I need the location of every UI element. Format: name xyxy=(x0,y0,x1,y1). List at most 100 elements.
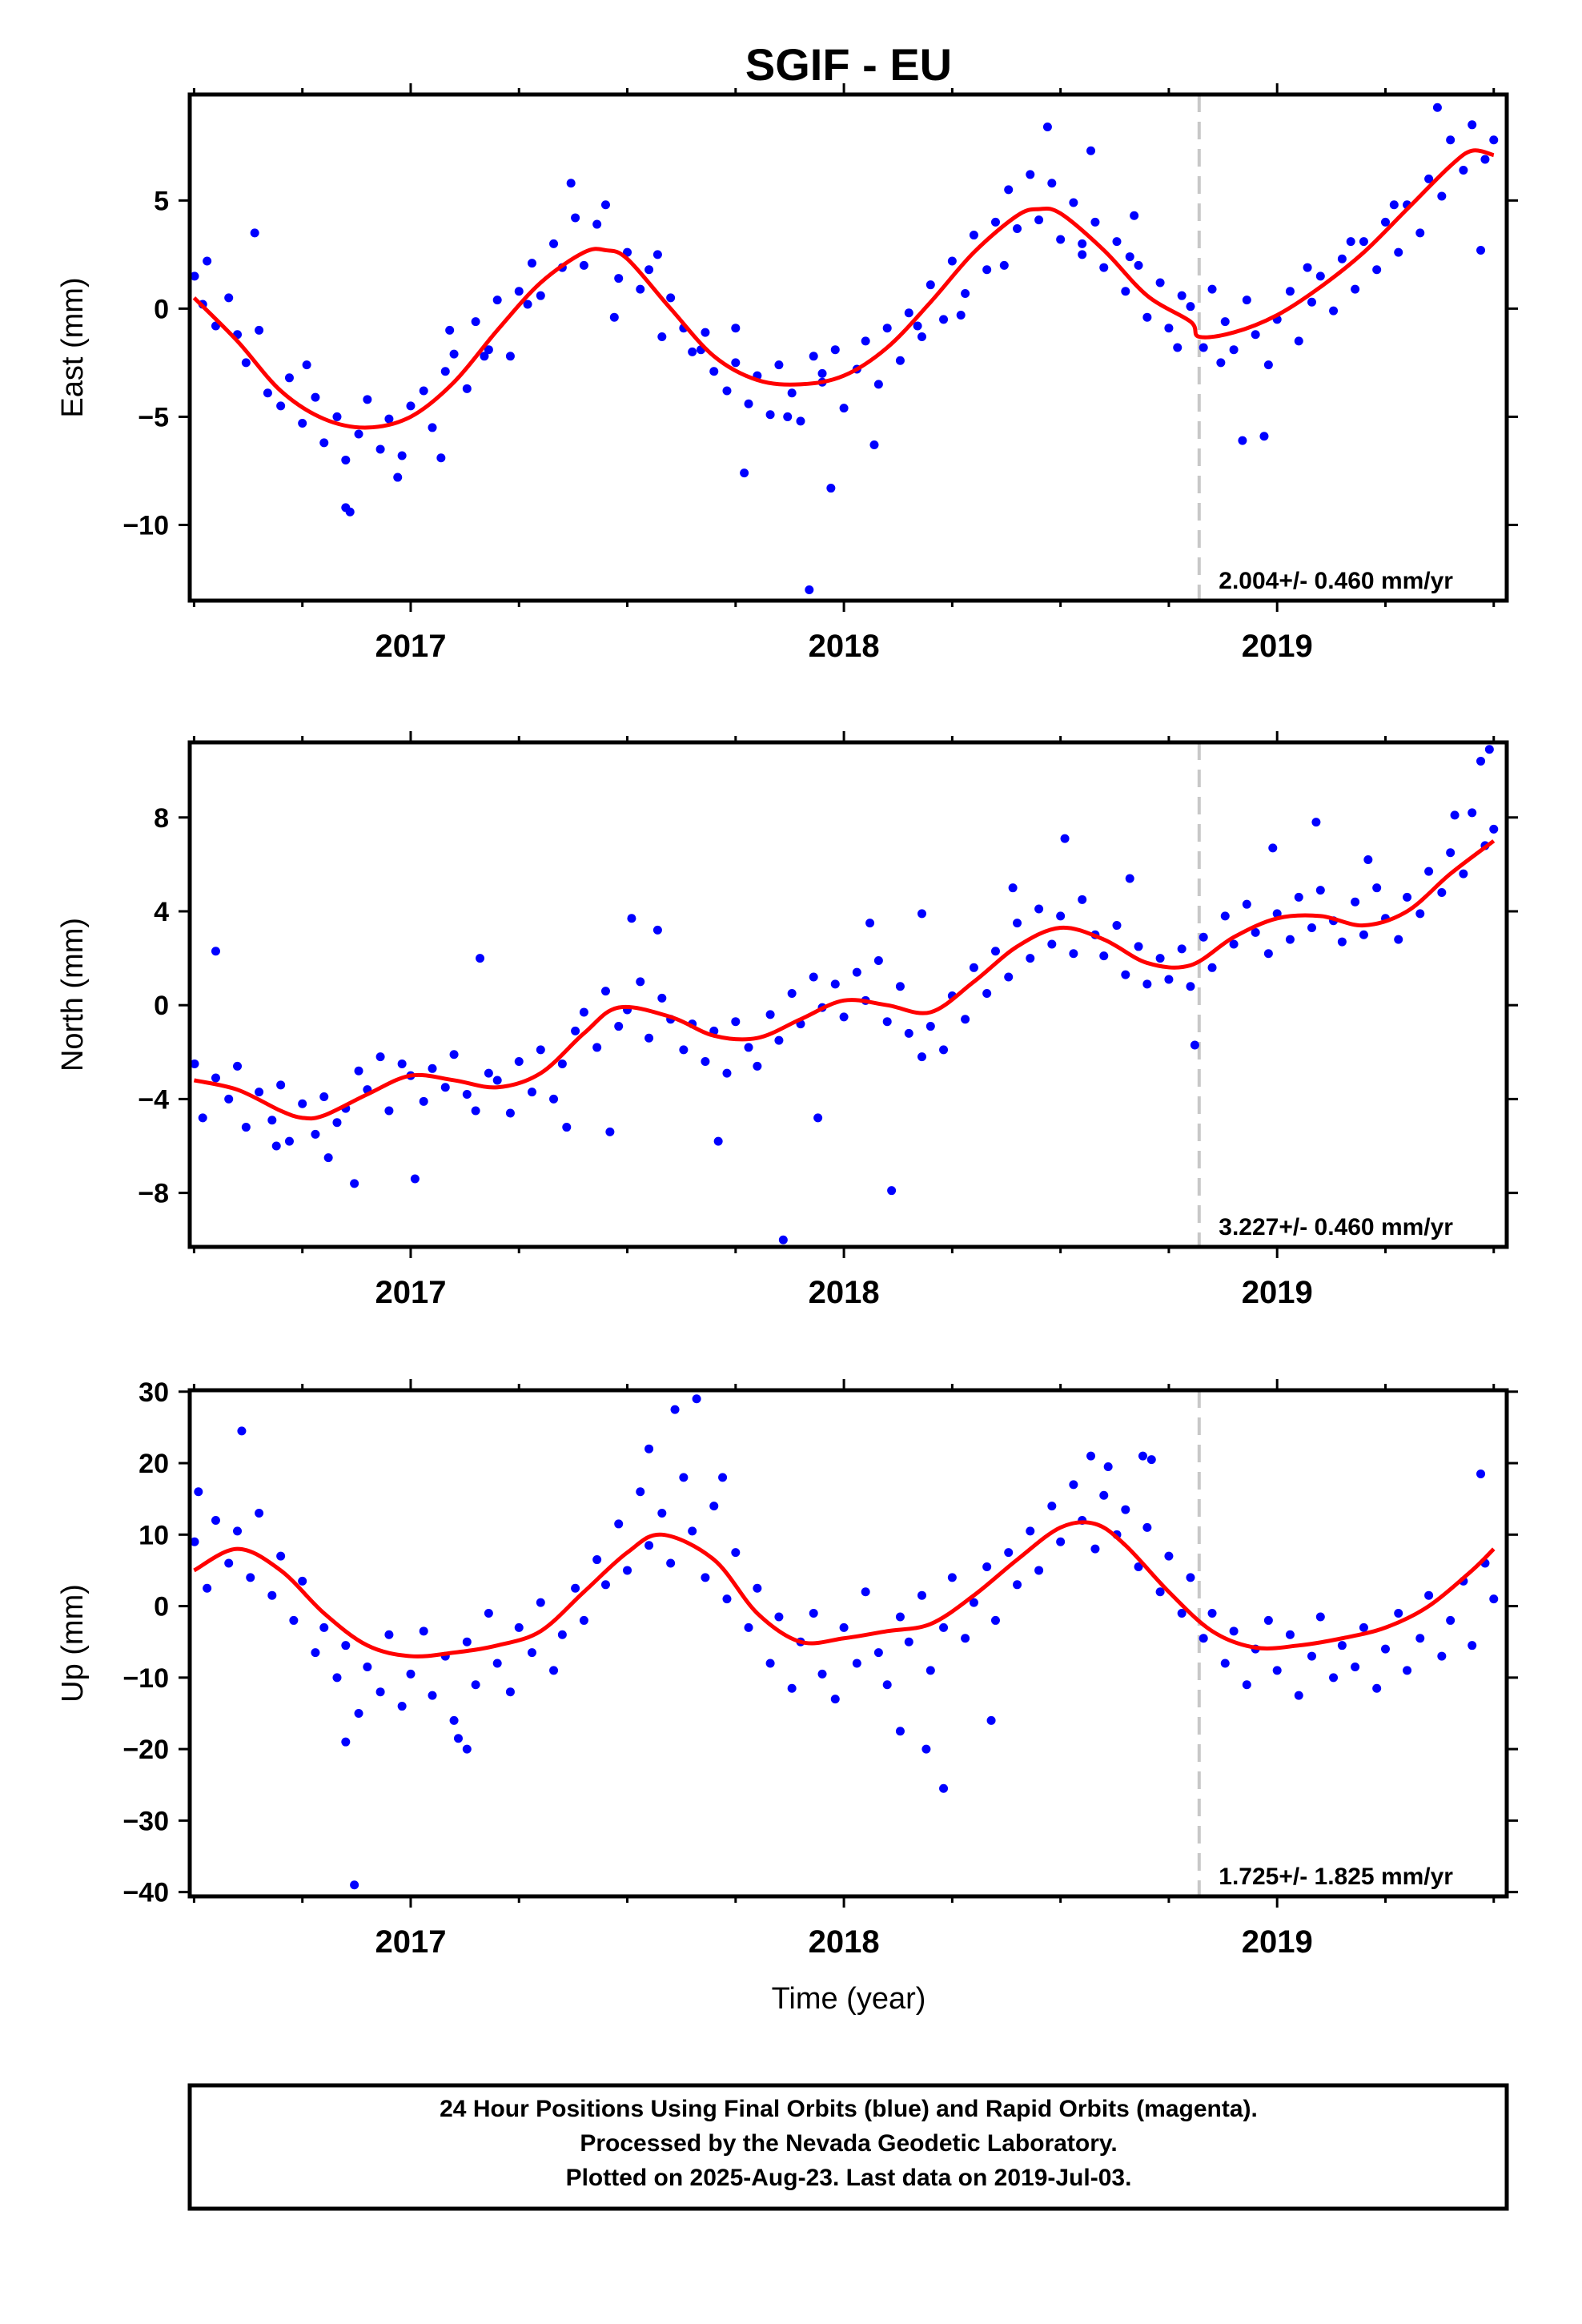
up-data-point xyxy=(904,1637,913,1647)
east-data-point xyxy=(614,274,624,283)
up-y-tick-label: 30 xyxy=(139,1377,169,1408)
up-data-point xyxy=(319,1622,329,1632)
up-data-point xyxy=(492,1659,502,1668)
east-data-point xyxy=(566,179,576,188)
east-data-point xyxy=(1121,287,1130,296)
east-data-point xyxy=(484,345,493,355)
east-data-point xyxy=(861,336,870,346)
up-data-point xyxy=(592,1555,602,1565)
east-data-point xyxy=(1476,245,1486,255)
north-data-point xyxy=(887,1186,897,1196)
x-axis-label: Time (year) xyxy=(772,1982,926,2016)
up-data-point xyxy=(817,1669,827,1679)
north-data-point xyxy=(657,993,667,1003)
east-data-point xyxy=(666,293,676,303)
up-data-point xyxy=(194,1487,203,1497)
east-data-point xyxy=(917,332,926,341)
north-data-point xyxy=(1069,949,1078,959)
north-data-point xyxy=(1315,886,1325,895)
east-data-point xyxy=(393,472,403,482)
up-data-point xyxy=(861,1587,870,1597)
north-data-point xyxy=(449,1050,459,1059)
north-data-point xyxy=(549,1094,559,1104)
east-data-point xyxy=(1238,436,1247,445)
up-data-point xyxy=(203,1583,212,1593)
up-data-point xyxy=(289,1615,299,1625)
east-data-point xyxy=(1432,103,1442,112)
north-data-point xyxy=(652,925,662,935)
up-data-point xyxy=(428,1691,437,1700)
up-data-point xyxy=(571,1583,580,1593)
east-data-point xyxy=(419,386,428,396)
east-data-point xyxy=(384,414,394,424)
up-data-point xyxy=(246,1573,255,1582)
east-data-point xyxy=(440,367,450,376)
north-data-point xyxy=(774,1035,784,1045)
east-data-point xyxy=(657,332,667,341)
north-data-point xyxy=(233,1061,243,1071)
east-data-point xyxy=(406,401,416,411)
east-data-point xyxy=(1134,260,1143,270)
north-data-point xyxy=(375,1052,385,1062)
up-data-point xyxy=(926,1666,935,1675)
east-data-point xyxy=(869,440,879,450)
north-data-point xyxy=(1450,810,1460,820)
up-data-point xyxy=(765,1659,775,1668)
east-data-point xyxy=(1446,135,1456,145)
north-data-point xyxy=(1415,909,1425,919)
east-data-point xyxy=(644,265,654,275)
up-x-tick-label: 2018 xyxy=(809,1924,880,1960)
east-data-point xyxy=(1216,358,1226,368)
up-data-point xyxy=(211,1515,220,1525)
east-data-point xyxy=(939,315,949,324)
east-data-point xyxy=(250,228,259,238)
north-data-point xyxy=(627,914,636,923)
north-data-point xyxy=(1468,808,1477,818)
up-data-point xyxy=(224,1558,234,1568)
up-data-point xyxy=(731,1548,741,1558)
east-data-point xyxy=(1285,287,1295,296)
up-data-point xyxy=(1142,1522,1152,1532)
east-data-point xyxy=(1086,146,1096,155)
east-data-point xyxy=(1142,312,1152,322)
east-data-point xyxy=(1307,297,1316,307)
north-rate-label: 3.227+/- 0.460 mm/yr xyxy=(1219,1214,1453,1240)
up-data-point xyxy=(471,1680,480,1690)
east-data-point xyxy=(830,345,840,355)
north-data-point xyxy=(722,1068,732,1078)
up-data-point xyxy=(1004,1548,1014,1558)
east-data-point xyxy=(999,260,1009,270)
north-data-point xyxy=(600,987,610,996)
east-data-point xyxy=(527,259,536,268)
up-data-point xyxy=(1315,1612,1325,1622)
north-data-point xyxy=(605,1127,615,1136)
north-data-point xyxy=(1008,883,1018,893)
north-data-point xyxy=(384,1106,394,1116)
up-data-point xyxy=(384,1630,394,1639)
north-data-point xyxy=(311,1129,320,1139)
east-data-point xyxy=(1480,155,1490,164)
north-data-point xyxy=(271,1141,281,1151)
east-data-point xyxy=(839,404,849,413)
north-y-tick-label: −8 xyxy=(138,1179,169,1209)
up-data-point xyxy=(462,1744,472,1754)
up-data-point xyxy=(692,1394,701,1404)
east-data-point xyxy=(1489,135,1499,145)
east-data-point xyxy=(1337,254,1347,263)
up-data-point xyxy=(623,1566,632,1575)
north-data-point xyxy=(419,1096,428,1106)
north-panel: 8 4 0 −4 −8 2017 2018 2019 3.227+/- 0.460 mm/yr N… xyxy=(56,731,1518,1310)
north-data-point xyxy=(969,963,978,972)
north-data-point xyxy=(514,1057,524,1067)
east-y-tick-label: 5 xyxy=(154,186,169,216)
up-data-point xyxy=(1285,1630,1295,1639)
up-data-point xyxy=(557,1630,567,1639)
east-data-point xyxy=(190,271,199,281)
up-data-point xyxy=(614,1519,624,1529)
north-data-point xyxy=(644,1033,654,1043)
north-data-point xyxy=(1294,892,1303,902)
up-data-point xyxy=(1372,1683,1382,1693)
north-data-point xyxy=(865,919,875,928)
north-data-point xyxy=(1004,972,1014,982)
east-data-point xyxy=(961,288,970,298)
